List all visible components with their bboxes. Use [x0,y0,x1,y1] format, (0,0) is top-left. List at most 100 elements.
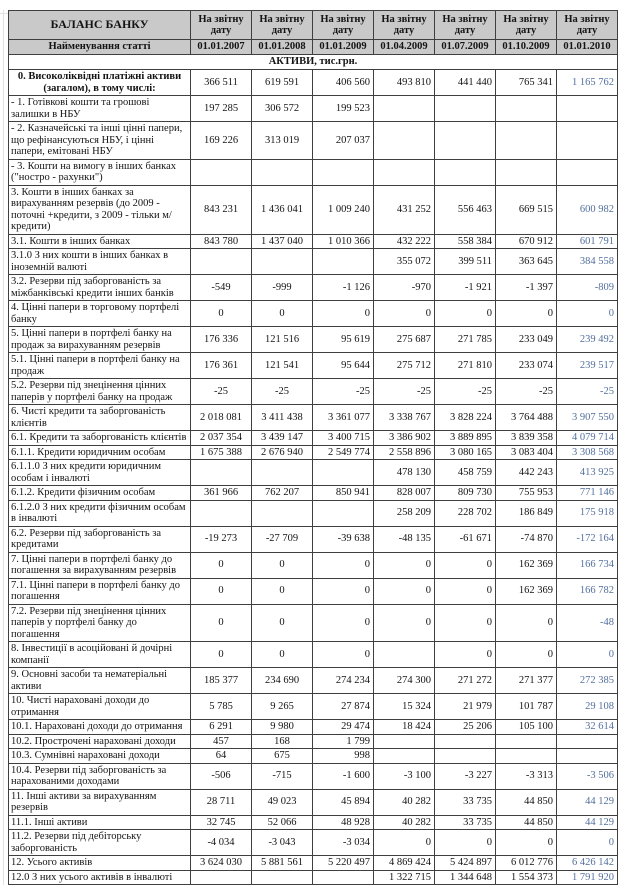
table-row: 0. Високоліквідні платіжні активи (загал… [8,69,618,96]
value-cell: 168 [251,733,313,749]
table-row: 10.1. Нараховані доходи до отримання 6 29… [8,719,618,735]
value-cell: 176 336 [190,326,252,353]
value-cell [373,733,435,749]
value-cell: 3 839 358 [495,430,557,446]
value-cell: 271 810 [434,352,496,379]
col-header-period: На звітну дату [434,10,496,40]
value-cell: 755 953 [495,485,557,501]
value-cell: 0 [190,603,252,642]
value-cell: 95 644 [312,352,374,379]
value-cell: 21 979 [434,693,496,720]
row-label-cell: 5.1. Цінні папери в портфелі банку на пр… [8,352,191,379]
value-cell: 4 079 714 [556,430,618,446]
table-row: 6.1.1. Кредити юридичним особам 1 675 388… [8,444,618,460]
row-label-cell: 6. Чисті кредити та заборгованість клієн… [8,404,191,431]
row-label-cell: 10.2. Прострочені нараховані доходи [8,733,191,749]
value-cell: 1 322 715 [373,869,435,885]
value-cell: -25 [373,378,435,405]
value-cell: 40 282 [373,788,435,816]
value-cell: 49 023 [251,788,313,816]
row-label-cell: 3.1.0 З них кошти в інших банках в інозе… [8,248,191,275]
value-cell: 18 424 [373,719,435,735]
value-cell: 0 [190,577,252,605]
value-cell: 0 [434,603,496,642]
value-cell: 239 517 [556,352,618,379]
row-label-cell: 12. Усього активів [8,855,191,871]
value-cell [251,499,313,527]
value-cell: 431 252 [373,184,435,235]
value-cell: 0 [312,300,374,327]
value-cell: 44 850 [495,788,557,816]
value-cell [190,869,252,885]
value-cell: 0 [434,551,496,579]
value-cell [251,158,313,186]
value-cell [556,158,618,186]
col-header-date: 01.01.2010 [556,39,618,55]
value-cell: 675 [251,748,313,764]
value-cell: -3 043 [251,829,313,856]
value-cell: 3 624 030 [190,855,252,871]
value-cell: 166 734 [556,551,618,579]
value-cell: 0 [495,300,557,327]
value-cell: 809 730 [434,485,496,501]
value-cell: 0 [251,551,313,579]
row-label-cell: 5. Цінні папери в портфелі банку на прод… [8,326,191,353]
value-cell: 233 074 [495,352,557,379]
table-row: 10.2. Прострочені нараховані доходи 457 16… [8,733,618,749]
value-cell [190,248,252,275]
value-cell: 0 [556,641,618,668]
row-label-cell: 5.2. Резерви під знецінення цінних папер… [8,378,191,405]
value-cell: 2 549 774 [312,444,374,460]
value-cell [556,748,618,764]
value-cell: 0 [312,641,374,668]
value-cell: 3 889 895 [434,430,496,446]
value-cell: 239 492 [556,326,618,353]
row-label-cell: 0. Високоліквідні платіжні активи (загал… [8,69,191,96]
row-label-cell: 11. Інші активи за вирахуванням резервів [8,788,191,816]
value-cell: 1 344 648 [434,869,496,885]
col-header-period: На звітну дату [495,10,557,40]
row-label-cell: 6.2. Резерви під заборгованість за креди… [8,525,191,553]
table-row: 6.2. Резерви під заборгованість за креди… [8,525,618,553]
table-row: - 2. Казначейські та інші цінні папери, … [8,121,618,160]
value-cell [495,121,557,160]
value-cell: 850 941 [312,485,374,501]
table-row: - 1. Готівкові кошти та грошові залишки … [8,95,618,122]
value-cell [434,158,496,186]
value-cell: 669 515 [495,184,557,235]
table-row: 7.2. Резерви під знецінення цінних папер… [8,603,618,642]
value-cell: 29 108 [556,693,618,720]
value-cell: -4 034 [190,829,252,856]
value-cell: 271 272 [434,667,496,694]
value-cell [190,459,252,486]
value-cell: 1 010 366 [312,233,374,249]
value-cell: 843 780 [190,233,252,249]
value-cell: 274 234 [312,667,374,694]
value-cell: -25 [556,378,618,405]
row-label-cell: 11.1. Інші активи [8,814,191,830]
value-cell: 121 541 [251,352,313,379]
value-cell: 366 511 [190,69,252,96]
value-cell: 27 874 [312,693,374,720]
value-cell: 3 361 077 [312,404,374,431]
section-header-row: АКТИВИ, тис.грн. [8,54,618,70]
table-row: 3.1. Кошти в інших банках 843 780 1 437 04… [8,233,618,249]
value-cell: 9 265 [251,693,313,720]
table-header: БАЛАНС БАНКУ На звітну дату На звітну дат… [8,10,618,55]
table-row: 6.1. Кредити та заборгованість клієнтів 2… [8,430,618,446]
table-row: 10. Чисті нараховані доходи до отримання… [8,693,618,720]
row-label-cell: 4. Цінні папери в торговому портфелі бан… [8,300,191,327]
value-cell: 0 [373,300,435,327]
value-cell [495,748,557,764]
table-row: 5. Цінні папери в портфелі банку на прод… [8,326,618,353]
value-cell: 233 049 [495,326,557,353]
value-cell: 33 735 [434,814,496,830]
value-cell: -549 [190,274,252,301]
value-cell: -25 [251,378,313,405]
row-label-cell: 9. Основні засоби та нематеріальні актив… [8,667,191,694]
table-row: 12. Усього активів 3 624 030 5 881 561 5 22… [8,855,618,871]
value-cell: -172 164 [556,525,618,553]
value-cell: -506 [190,762,252,790]
row-label-cell: 6.1.2. Кредити фізичним особам [8,485,191,501]
value-cell: -3 313 [495,762,557,790]
